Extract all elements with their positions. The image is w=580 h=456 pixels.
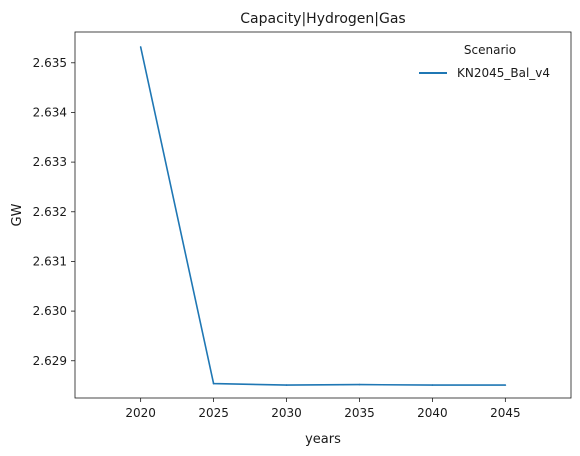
chart-title: Capacity|Hydrogen|Gas [240, 11, 405, 27]
y-tick-label: 2.631 [33, 254, 67, 268]
legend-title: Scenario [464, 43, 516, 57]
x-tick-label: 2035 [344, 406, 375, 420]
y-tick-label: 2.629 [33, 354, 67, 368]
data-point [285, 384, 288, 386]
data-point [139, 46, 142, 48]
x-axis: 2020 2025 2030 2035 2040 2045 [125, 398, 521, 420]
x-tick-label: 2025 [198, 406, 229, 420]
y-tick-label: 2.634 [33, 105, 67, 119]
data-point [431, 384, 434, 386]
x-axis-label: years [305, 432, 341, 447]
x-tick-label: 2020 [125, 406, 156, 420]
y-tick-label: 2.630 [33, 304, 67, 318]
y-tick-label: 2.635 [33, 56, 67, 70]
series-layer [139, 46, 507, 386]
x-tick-label: 2045 [490, 406, 521, 420]
y-tick-label: 2.633 [33, 155, 67, 169]
data-point [212, 382, 215, 385]
data-point [504, 384, 507, 386]
series-line-0 [139, 46, 506, 386]
plot-area [74, 31, 572, 399]
data-point [358, 383, 361, 386]
x-tick-label: 2040 [417, 406, 448, 420]
x-tick-label: 2030 [271, 406, 302, 420]
legend: Scenario KN2045_Bal_v4 [419, 43, 550, 80]
y-axis-label: GW [10, 203, 25, 226]
y-tick-label: 2.632 [33, 205, 67, 219]
legend-entry-label: KN2045_Bal_v4 [457, 66, 550, 80]
y-axis: 2.629 2.630 2.631 2.632 2.633 2.634 2.635 [33, 56, 75, 368]
